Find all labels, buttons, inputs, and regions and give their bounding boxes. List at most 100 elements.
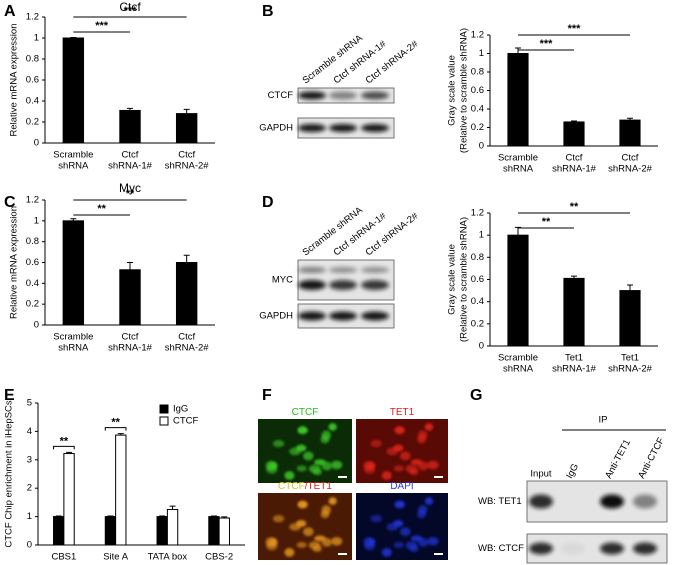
bar [208, 516, 220, 546]
significance-bracket [104, 427, 127, 431]
y-tick-label: 0.8 [471, 67, 484, 78]
error-bar [117, 433, 124, 436]
nucleus [427, 460, 439, 470]
error-bar [127, 107, 133, 111]
significance-label: *** [568, 23, 582, 35]
y-tick-label: 1 [27, 511, 32, 522]
y-tick-label: 0.8 [26, 236, 39, 247]
y-tick-label: 0.8 [471, 252, 484, 263]
legend-swatch [159, 416, 169, 426]
lane-label: Ctcf shRNA-1# [332, 38, 389, 86]
error-bar [55, 515, 62, 517]
error-bar [210, 515, 217, 517]
y-axis-label: CTCF Chip enrichment in iHepSCs [4, 400, 15, 548]
nucleus [296, 541, 307, 549]
blot-band [298, 311, 326, 321]
significance-label: ** [542, 216, 551, 228]
x-tick-label: shRNA-2# [608, 364, 653, 375]
nucleus [405, 541, 418, 550]
nucleus [284, 471, 295, 480]
y-tick-label: 0.4 [26, 96, 39, 107]
legend-label: CTCF [173, 416, 199, 427]
x-tick-label: Scramble [53, 332, 93, 343]
blot-band [600, 494, 624, 509]
row-label: MYC [272, 275, 293, 286]
nucleus [331, 536, 343, 546]
blot-band [298, 267, 326, 273]
blot-band [361, 311, 389, 321]
bar [619, 290, 641, 347]
y-axis-label: Relative mRNA expression [9, 24, 20, 137]
nucleus [320, 435, 330, 444]
panel-letter: E [4, 387, 15, 404]
x-tick-label: Scramble [498, 353, 538, 364]
y-tick-label: 0 [34, 138, 39, 149]
x-tick-label: Ctcf [178, 332, 195, 343]
x-tick-label: Tet1 [621, 353, 639, 364]
y-tick-label: 0.2 [26, 299, 39, 310]
bar [53, 516, 65, 546]
y-tick-label: 0 [479, 341, 484, 352]
y-tick-label: 0.4 [471, 104, 484, 115]
blot-band [600, 542, 624, 555]
channel-label-part: /TET1 [305, 481, 333, 492]
nucleus [272, 514, 285, 523]
channel-label-part: TET1 [390, 407, 415, 418]
x-tick-label: shRNA [503, 364, 534, 375]
nucleus [364, 465, 376, 474]
nucleus [289, 523, 301, 531]
y-tick-label: 0.4 [471, 296, 484, 307]
nucleus [393, 465, 404, 472]
nucleus [394, 500, 405, 509]
channel-label: DAPI [390, 481, 413, 492]
y-tick-label: 3 [27, 454, 32, 465]
significance-label: *** [95, 20, 109, 32]
bar [619, 119, 641, 147]
bar [166, 509, 179, 546]
x-tick-label: TATA box [148, 552, 188, 563]
y-tick-label: 1.2 [471, 30, 484, 41]
lane-label: Anti-TET1 [603, 438, 633, 481]
bar [218, 517, 230, 546]
bar [115, 434, 127, 546]
y-tick-label: 1 [34, 33, 39, 44]
x-tick-label: Ctcf [178, 150, 195, 161]
blot-membrane [297, 259, 395, 301]
nucleus [370, 514, 382, 523]
nucleus [308, 541, 321, 550]
y-tick-label: 0.8 [26, 54, 39, 65]
channel-label: TET1 [390, 407, 415, 418]
nucleus [289, 447, 301, 456]
error-bar [571, 275, 577, 279]
bar [563, 121, 585, 147]
x-tick-label: shRNA [58, 161, 89, 172]
significance-label: ** [97, 203, 106, 215]
blot-band [361, 124, 389, 132]
nucleus [394, 426, 405, 435]
nucleus [296, 465, 307, 472]
x-tick-label: shRNA-1# [108, 161, 153, 172]
bar [507, 53, 529, 147]
nucleus [320, 510, 330, 519]
row-label: GAPDH [259, 123, 293, 134]
bar [62, 37, 85, 144]
x-tick-label: Ctcf [566, 153, 583, 164]
x-tick-label: shRNA-2# [165, 161, 210, 172]
y-tick-label: 1 [479, 48, 484, 59]
x-tick-label: shRNA-1# [108, 343, 153, 354]
bar [119, 269, 141, 326]
y-axis-label: Gray scale value [447, 55, 458, 126]
lane-label: Ctcf shRNA-1# [332, 210, 389, 258]
x-tick-label: CBS1 [51, 552, 76, 563]
legend-label: IgG [173, 404, 188, 415]
channel-label: CTCF [292, 407, 319, 418]
channel-label-part: CTCF [292, 407, 319, 418]
blot-band [361, 267, 389, 273]
legend-swatch [159, 404, 169, 414]
lane-label: Input [530, 469, 551, 480]
panel-letter: G [470, 387, 482, 404]
blot-band [329, 280, 357, 290]
error-bar [627, 284, 633, 291]
nucleus [386, 447, 399, 456]
